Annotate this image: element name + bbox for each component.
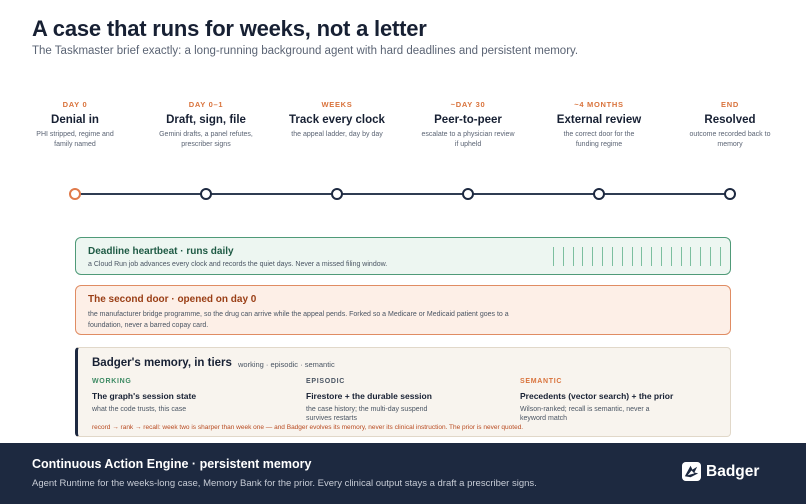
heartbeat-title: Deadline heartbeat · runs daily [88,246,234,257]
brand-name: Badger [706,462,760,480]
footer-title: Continuous Action Engine · persistent me… [32,457,312,471]
heartbeat-tick [700,247,702,266]
heartbeat-tick [621,247,623,266]
timeline-stage-draft: DAY 0–1 Draft, sign, file Gemini drafts,… [146,100,266,150]
heartbeat-tick [690,247,692,266]
second-door-title: The second door · opened on day 0 [88,294,257,305]
timeline-dot [462,188,474,200]
badger-logo-icon [682,462,701,481]
stage-desc: the appeal ladder, day by day [291,131,383,138]
stage-title: Denial in [51,114,99,126]
stage-title: Draft, sign, file [166,114,246,126]
timeline-line [75,193,731,195]
stage-title: Resolved [704,114,756,126]
stage-desc: escalate to a physician review if upheld [421,131,515,148]
column-desc: what the code trusts, this case [92,406,187,413]
stage-desc: outcome recorded back to memory [689,131,771,148]
brand-logo: Badger [682,462,759,481]
heartbeat-tick [660,247,662,266]
stage-tag: END [721,100,739,109]
heartbeat-tick [562,247,564,266]
heartbeat-tick [719,247,721,266]
stage-tag: ~DAY 30 [450,100,486,109]
timeline-stage-external: ~4 MONTHS External review the correct do… [539,100,659,150]
timeline-dot [724,188,736,200]
stage-desc: PHI stripped, regime and family named [36,131,114,148]
heartbeat-tick [611,247,613,266]
heartbeat-tick [670,247,672,266]
page-title: A case that runs for weeks, not a letter [32,16,427,41]
column-title: The graph's session state [92,391,197,401]
stage-desc: Gemini drafts, a panel refutes, prescrib… [159,131,253,148]
timeline-dot [593,188,605,200]
column-tag: EPISODIC [306,378,346,385]
column-tag: SEMANTIC [520,378,563,385]
column-desc: Wilson-ranked; recall is semantic, never… [520,406,650,422]
memory-column-episodic: EPISODIC Firestore + the durable session… [306,378,476,423]
memory-card: Badger's memory, in tiers working · epis… [75,347,731,437]
stage-title: Track every clock [289,114,385,126]
heartbeat-tick [553,247,554,266]
second-door-desc: the manufacturer bridge programme, so th… [88,311,509,329]
stage-title: External review [556,114,642,126]
column-title: Firestore + the durable session [306,391,432,401]
heartbeat-desc: a Cloud Run job advances every clock and… [88,261,388,268]
timeline-dot [331,188,343,200]
heartbeat-tick [710,247,711,266]
heartbeat-tick [631,247,633,266]
page-subtitle: The Taskmaster brief exactly: a long-run… [32,45,579,57]
memory-column-working: WORKING The graph's session state what t… [92,378,292,414]
heartbeat-tick [572,247,574,266]
memory-tiers: working · episodic · semantic [238,360,335,369]
stage-desc: the correct door for the funding regime [563,131,635,148]
timeline-stage-denial: DAY 0 Denial in PHI stripped, regime and… [15,100,135,150]
timeline-stage-track: WEEKS Track every clock the appeal ladde… [277,100,397,140]
second-door-card: The second door · opened on day 0 the ma… [75,285,731,335]
stage-title: Peer-to-peer [434,114,502,126]
column-desc: the case history; the multi-day suspend … [306,406,428,422]
heartbeat-tick [592,247,594,266]
column-title: Precedents (vector search) + the prior [520,391,674,401]
memory-footnote: record → rank → recall: week two is shar… [92,424,524,431]
memory-title: Badger's memory, in tiers [92,357,232,369]
heartbeat-tick [641,247,643,266]
heartbeat-tick [602,247,604,266]
timeline-dot [200,188,212,200]
timeline-stage-resolved: END Resolved outcome recorded back to me… [670,100,790,150]
timeline-dot [69,188,81,200]
heartbeat-card: Deadline heartbeat · runs daily a Cloud … [75,237,731,275]
heartbeat-tick [680,247,682,266]
footer-bar: Continuous Action Engine · persistent me… [0,443,806,504]
heartbeat-ticks [553,247,721,266]
timeline-stage-peer: ~DAY 30 Peer-to-peer escalate to a physi… [408,100,528,150]
footer-desc: Agent Runtime for the weeks-long case, M… [32,478,537,489]
stage-tag: WEEKS [321,100,353,109]
heartbeat-tick [651,247,653,266]
memory-column-semantic: SEMANTIC Precedents (vector search) + th… [520,378,720,423]
column-tag: WORKING [92,378,132,385]
stage-tag: DAY 0–1 [188,100,224,109]
stage-tag: ~4 MONTHS [574,100,624,109]
heartbeat-tick [582,247,584,266]
stage-tag: DAY 0 [62,100,88,109]
